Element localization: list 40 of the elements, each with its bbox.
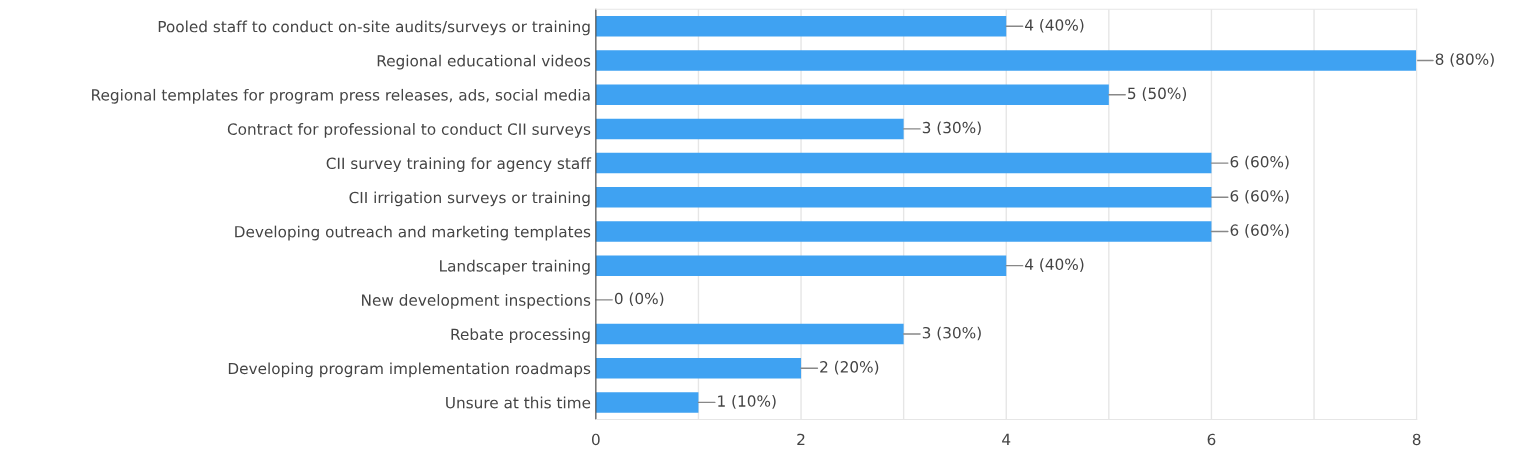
bar bbox=[595, 187, 1212, 208]
data-label: 5 (50%) bbox=[1128, 87, 1187, 101]
y-tick-label: Regional templates for program press releases, ads, social media bbox=[92, 88, 590, 104]
data-label: 2 (20%) bbox=[820, 360, 879, 375]
bar bbox=[595, 255, 1007, 276]
y-tick-label: Contract for professional to conduct CII surveys bbox=[227, 123, 591, 138]
data-label: 0 (0%) bbox=[614, 292, 664, 307]
y-tick-label: Developing program implementation roadmaps bbox=[228, 362, 591, 378]
data-label: 8 (80%) bbox=[1435, 53, 1494, 67]
y-tick-label: Rebate processing bbox=[451, 328, 590, 344]
data-label: 1 (10%) bbox=[718, 395, 776, 409]
data-label: 6 (60%) bbox=[1230, 155, 1289, 170]
y-tick-label: New development inspections bbox=[362, 294, 591, 309]
data-label: 3 (30%) bbox=[922, 121, 981, 136]
data-label: 3 (30%) bbox=[922, 326, 981, 341]
data-label: 6 (60%) bbox=[1230, 189, 1289, 204]
x-tick-label: 8 bbox=[1412, 433, 1421, 446]
bar bbox=[595, 16, 1007, 37]
bar bbox=[595, 50, 1417, 71]
bar bbox=[595, 118, 904, 140]
data-label: 4 (40%) bbox=[1025, 258, 1084, 272]
data-label: 4 (40%) bbox=[1025, 18, 1084, 33]
y-tick-label: Unsure at this time bbox=[446, 396, 591, 409]
y-tick-label: Regional educational videos bbox=[377, 54, 591, 70]
y-tick-label: Developing outreach and marketing templates bbox=[235, 225, 591, 241]
bar bbox=[595, 392, 699, 413]
bar bbox=[595, 221, 1212, 242]
data-label: 6 (60%) bbox=[1230, 224, 1289, 238]
x-tick-label: 2 bbox=[797, 433, 805, 446]
x-tick-label: 0 bbox=[591, 433, 600, 446]
x-tick-label: 6 bbox=[1207, 433, 1216, 446]
bar bbox=[595, 323, 904, 345]
bar bbox=[595, 357, 802, 379]
y-tick-label: Landscaper training bbox=[440, 259, 590, 275]
bar bbox=[595, 152, 1212, 174]
y-tick-label: CII survey training for agency staff bbox=[326, 157, 592, 173]
y-tick-label: CII irrigation surveys or training bbox=[349, 191, 590, 207]
y-tick-label: Pooled staff to conduct on-site audits/surveys or training bbox=[158, 20, 590, 36]
x-tick-label: 4 bbox=[1002, 433, 1011, 446]
bar bbox=[595, 84, 1109, 105]
